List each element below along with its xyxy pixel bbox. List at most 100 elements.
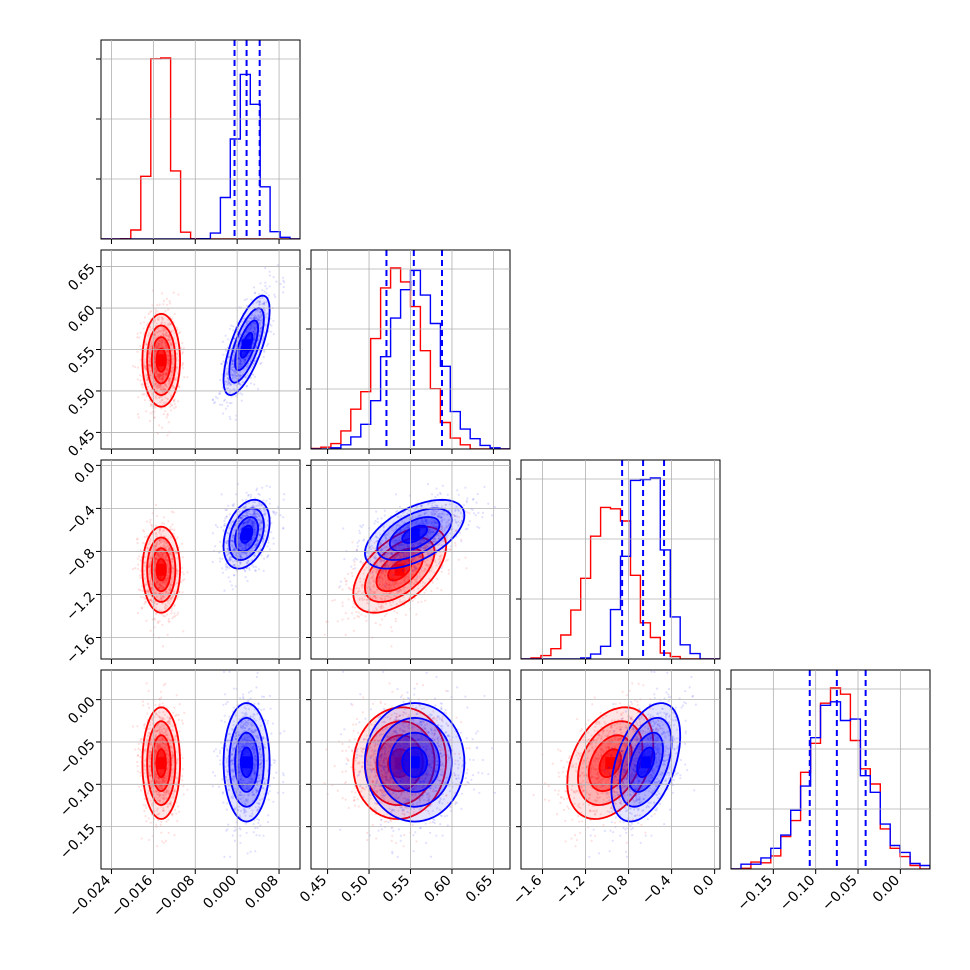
sample-point (366, 598, 369, 601)
sample-point (358, 598, 361, 602)
sample-point (155, 370, 158, 373)
sample-point (162, 372, 165, 375)
sample-point (178, 386, 181, 389)
sample-point (242, 524, 245, 527)
sample-point (414, 565, 417, 569)
sample-point (243, 547, 246, 550)
sample-point (171, 361, 174, 364)
sample-point (412, 544, 415, 548)
sample-point (162, 596, 165, 599)
sample-point (161, 522, 164, 525)
sample-point (173, 603, 176, 607)
sample-point (151, 588, 154, 591)
sample-point (153, 562, 156, 566)
sample-point (155, 547, 158, 550)
sample-point (233, 549, 236, 552)
sample-point (239, 561, 242, 564)
sample-point (253, 333, 256, 336)
sample-point (153, 588, 156, 591)
sample-point (159, 556, 162, 559)
sample-point (169, 342, 172, 345)
sample-point (143, 603, 146, 606)
sample-point (254, 513, 257, 516)
sample-point (155, 370, 158, 373)
sample-point (149, 372, 152, 375)
sample-point (263, 331, 266, 334)
sample-point (397, 523, 400, 526)
sample-point (161, 613, 164, 616)
sample-point (247, 327, 250, 330)
sample-point (405, 555, 409, 558)
sample-point (164, 546, 167, 549)
sample-point (160, 555, 163, 559)
sample-point (253, 292, 256, 295)
sample-point (252, 523, 255, 526)
sample-point (370, 589, 373, 593)
sample-point (239, 383, 242, 387)
sample-point (380, 548, 383, 551)
density-peak-series-0 (394, 563, 405, 576)
sample-point (251, 322, 254, 325)
sample-point (143, 535, 146, 539)
panel-content (131, 483, 286, 648)
sample-point (241, 556, 244, 560)
sample-point (251, 364, 254, 367)
sample-point (247, 544, 250, 548)
sample-point (417, 514, 420, 518)
sample-point (267, 519, 270, 522)
sample-point (345, 583, 348, 586)
sample-point (260, 521, 263, 524)
sample-point (356, 545, 359, 548)
sample-point (182, 630, 185, 633)
sample-point (222, 360, 225, 363)
sample-point (458, 516, 461, 519)
sample-point (238, 357, 241, 360)
sample-point (165, 331, 168, 334)
sample-point (147, 565, 150, 569)
sample-point (256, 513, 259, 516)
sample-point (247, 521, 250, 524)
sample-point (154, 318, 157, 321)
sample-point (263, 309, 266, 312)
sample-point (227, 378, 230, 381)
sample-point (371, 571, 374, 574)
sample-point (162, 587, 165, 590)
sample-point (402, 580, 405, 583)
sample-point (424, 599, 427, 602)
sample-point (231, 549, 234, 552)
sample-point (245, 491, 248, 494)
sample-point (136, 413, 140, 416)
sample-point (164, 547, 168, 550)
sample-point (230, 558, 233, 561)
sample-point (255, 487, 258, 490)
sample-point (381, 578, 384, 581)
sample-point (231, 560, 234, 563)
sample-point (151, 392, 154, 395)
sample-point (341, 604, 344, 608)
y-tick-label: −0.4 (63, 503, 98, 538)
sample-point (337, 586, 341, 589)
sample-point (247, 543, 250, 547)
sample-point (384, 569, 387, 573)
sample-point (171, 370, 174, 373)
sample-point (153, 382, 157, 385)
sample-point (165, 582, 168, 585)
sample-point (147, 334, 150, 337)
sample-point (158, 542, 161, 546)
sample-point (176, 328, 179, 331)
sample-point (374, 596, 377, 599)
sample-point (238, 539, 241, 542)
sample-point (179, 331, 182, 334)
sample-point (422, 539, 426, 542)
sample-point (259, 297, 262, 300)
sample-point (427, 565, 430, 568)
sample-point (162, 303, 165, 306)
sample-point (415, 580, 418, 583)
sample-point (265, 556, 269, 559)
sample-point (154, 548, 157, 551)
sample-point (139, 574, 142, 577)
sample-point (166, 414, 169, 417)
sample-point (159, 556, 163, 559)
sample-point (162, 388, 165, 391)
sample-point (250, 316, 253, 319)
